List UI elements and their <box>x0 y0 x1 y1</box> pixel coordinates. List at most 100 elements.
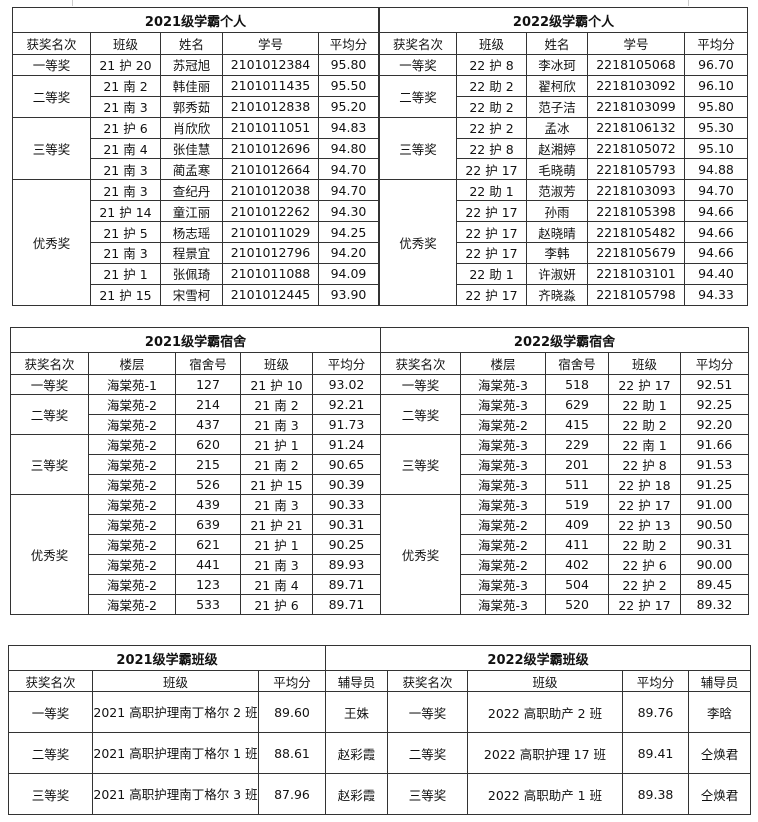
data-cell: 94.70 <box>318 158 379 181</box>
table-title: 2021级学霸班级 <box>8 645 326 671</box>
data-cell: 415 <box>545 414 609 435</box>
title-row: 2022级学霸宿舍 <box>380 327 749 353</box>
award-cell: 三等奖 <box>380 434 461 495</box>
data-cell: 22 护 17 <box>608 594 681 615</box>
table-row: 海棠苑-2 402 22 护 6 90.00 <box>381 554 749 575</box>
data-cell: 22 护 17 <box>608 374 681 395</box>
data-cell: 91.66 <box>680 434 749 455</box>
data-cell: 22 护 8 <box>608 454 681 475</box>
data-cell: 赵晓晴 <box>526 221 588 244</box>
table-title: 2021级学霸个人 <box>12 7 379 33</box>
data-cell: 127 <box>175 374 241 395</box>
data-cell: 2021 高职护理南丁格尔 3 班 <box>92 773 259 815</box>
award-cell: 优秀奖 <box>379 179 457 306</box>
data-cell: 2101011051 <box>222 116 319 139</box>
data-cell: 21 护 15 <box>90 283 161 306</box>
data-cell: 海棠苑-3 <box>460 574 546 595</box>
column-header: 辅导员 <box>688 670 751 692</box>
data-cell: 毛晓萌 <box>526 158 588 181</box>
data-cell: 2101012696 <box>222 137 319 160</box>
column-header: 班级 <box>92 670 259 692</box>
data-cell: 李冰珂 <box>526 54 588 76</box>
data-cell: 21 护 20 <box>90 54 161 76</box>
data-cell: 94.09 <box>318 262 379 285</box>
data-cell: 李晗 <box>688 691 751 733</box>
data-cell: 韩佳丽 <box>160 74 223 97</box>
data-cell: 蔺孟寒 <box>160 158 223 181</box>
data-cell: 程景宜 <box>160 242 223 264</box>
data-cell: 海棠苑-2 <box>88 414 176 435</box>
data-cell: 范子洁 <box>526 95 588 118</box>
data-cell: 87.96 <box>258 773 326 815</box>
data-cell: 22 护 8 <box>456 137 527 160</box>
column-header: 辅导员 <box>325 670 388 692</box>
table-row: 三等奖 22 护 2 孟冰 2218106132 95.30 <box>379 116 748 181</box>
data-cell: 526 <box>175 474 241 495</box>
data-cell: 96.10 <box>684 74 748 97</box>
column-header: 宿舍号 <box>175 352 241 375</box>
column-header: 获奖名次 <box>10 352 89 375</box>
table-row: 二等奖 2021 高职护理南丁格尔 1 班 88.61 赵彩霞 二等奖 2022 高职护理… <box>8 732 751 774</box>
table-row: 21 护 1 张佩琦 2101011088 94.09 <box>13 262 379 285</box>
data-cell: 92.20 <box>680 414 749 435</box>
award-cell: 二等奖 <box>380 394 461 435</box>
data-cell: 22 护 13 <box>608 514 681 535</box>
column-header: 平均分 <box>680 352 749 375</box>
data-cell: 504 <box>545 574 609 595</box>
table-row: 三等奖 海棠苑-3 229 22 南 1 91.66 <box>380 434 749 495</box>
data-cell: 89.71 <box>312 574 381 595</box>
award-cell: 三等奖 <box>12 116 91 181</box>
data-cell: 22 助 1 <box>608 394 681 415</box>
award-cell: 一等奖 <box>10 374 89 395</box>
data-cell: 21 护 15 <box>240 474 313 495</box>
data-cell: 89.76 <box>622 691 689 733</box>
data-cell: 2218105068 <box>587 54 685 76</box>
data-cell: 94.25 <box>318 221 379 244</box>
data-cell: 91.73 <box>312 414 381 435</box>
award-cell: 二等奖 <box>379 74 457 118</box>
data-cell: 22 护 17 <box>456 242 527 264</box>
data-cell: 21 南 3 <box>240 414 313 435</box>
data-cell: 赵彩霞 <box>325 732 388 774</box>
data-cell: 93.90 <box>318 283 379 306</box>
data-cell: 21 南 4 <box>90 137 161 160</box>
column-header: 学号 <box>222 32 319 55</box>
table-row: 优秀奖 21 南 3 查纪丹 2101012038 94.70 <box>12 179 379 306</box>
data-cell: 441 <box>175 554 241 575</box>
table-row: 22 助 1 许淑妍 2218103101 94.40 <box>380 262 748 285</box>
data-cell: 89.93 <box>312 554 381 575</box>
data-cell: 22 护 18 <box>608 474 681 495</box>
data-cell: 21 南 3 <box>240 494 313 515</box>
data-cell: 21 南 3 <box>90 158 161 181</box>
data-cell: 22 助 2 <box>608 414 681 435</box>
data-cell: 2101012384 <box>222 54 319 76</box>
award-cell: 一等奖 <box>12 54 91 76</box>
table-row: 海棠苑-2 409 22 护 13 90.50 <box>381 514 749 535</box>
data-cell: 90.65 <box>312 454 381 475</box>
table-title: 2022级学霸宿舍 <box>380 327 749 353</box>
column-header: 平均分 <box>684 32 748 55</box>
data-cell: 439 <box>175 494 241 515</box>
data-cell: 201 <box>545 454 609 475</box>
data-cell: 李韩 <box>526 242 588 264</box>
data-cell: 21 护 14 <box>90 200 161 223</box>
data-cell: 三等奖 <box>8 773 93 815</box>
data-cell: 22 助 1 <box>456 179 527 202</box>
award-cell: 优秀奖 <box>10 494 89 615</box>
data-cell: 2101012664 <box>222 158 319 181</box>
column-header: 班级 <box>240 352 313 375</box>
data-cell: 海棠苑-3 <box>460 454 546 475</box>
data-cell: 215 <box>175 454 241 475</box>
table-row: 海棠苑-2 411 22 助 2 90.31 <box>381 534 749 555</box>
data-cell: 437 <box>175 414 241 435</box>
data-cell: 89.41 <box>622 732 689 774</box>
data-cell: 90.50 <box>680 514 749 535</box>
data-cell: 90.31 <box>312 514 381 535</box>
data-cell: 620 <box>175 434 241 455</box>
data-cell: 童江丽 <box>160 200 223 223</box>
column-header: 平均分 <box>318 32 379 55</box>
table-row: 22 护 17 李韩 2218105679 94.66 <box>380 242 748 264</box>
data-cell: 海棠苑-2 <box>88 534 176 555</box>
table-row: 海棠苑-2 415 22 助 2 92.20 <box>381 414 749 435</box>
data-cell: 21 护 10 <box>240 374 313 395</box>
